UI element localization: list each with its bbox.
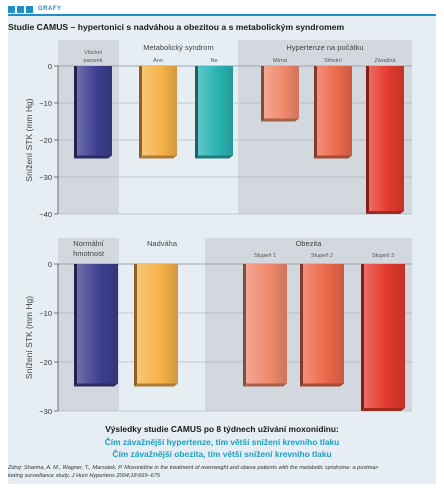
category-label: pacienti <box>84 58 103 64</box>
category-label: Všichni <box>84 50 102 56</box>
bar-bottom <box>195 155 233 159</box>
y-tick-label: −10 <box>39 99 52 108</box>
group-label: hmotnost <box>73 249 105 258</box>
bar <box>137 264 178 384</box>
bar-bottom <box>366 211 404 214</box>
category-label: Stupeň 3 <box>372 253 394 259</box>
bar <box>369 66 404 211</box>
bar <box>317 66 352 156</box>
bar <box>303 264 344 384</box>
source-citation: Zdroj: Sharma, A. M., Wagner, T., Marsal… <box>8 464 436 480</box>
bar-bottom <box>314 155 352 159</box>
group-label: Metabolický syndrom <box>143 43 213 52</box>
source-line-1: Zdroj: Sharma, A. M., Wagner, T., Marsal… <box>8 465 380 471</box>
group-label: Normální <box>73 239 104 248</box>
y-tick-label: −40 <box>39 210 52 219</box>
group-label: Hypertenze na počátku <box>286 43 363 52</box>
y-tick-label: 0 <box>48 260 52 269</box>
bar-bottom <box>74 383 118 387</box>
bar <box>264 66 299 119</box>
bar <box>246 264 287 384</box>
y-axis-label: Snížení STK (mm Hg) <box>24 98 34 181</box>
caption-main: Výsledky studie CAMUS po 8 týdnech užívá… <box>105 424 339 434</box>
bar-bottom <box>300 383 344 387</box>
tag-square-icon <box>26 5 33 13</box>
bar-bottom <box>361 408 405 411</box>
chart-2: 0 −10 −20 −30 Snížení STK (mm Hg) Normálníhmo… <box>24 238 412 416</box>
category-label: Ano <box>153 58 163 64</box>
section-tag: GRAFY <box>8 4 62 14</box>
bar-bottom <box>243 383 287 387</box>
bar <box>198 66 233 156</box>
y-axis-label: Snížení STK (mm Hg) <box>24 296 34 379</box>
y-tick-label: −30 <box>39 407 52 416</box>
figure-title: Studie CAMUS – hypertonici s nadváhou a … <box>8 22 345 32</box>
bar-bottom <box>261 118 299 122</box>
group-label: Obezita <box>296 239 323 248</box>
bar <box>142 66 177 156</box>
caption-obesity: Čím závažnější obezita, tím větší snížen… <box>112 449 332 459</box>
y-tick-label: 0 <box>48 62 52 71</box>
bar <box>77 264 118 384</box>
bar-bottom <box>134 383 178 387</box>
section-tag-label: GRAFY <box>38 6 62 12</box>
category-label: Střední <box>324 58 342 64</box>
y-tick-label: −20 <box>39 358 52 367</box>
tag-square-icon <box>17 5 24 13</box>
y-tick-label: −10 <box>39 309 52 318</box>
y-tick-label: −20 <box>39 136 52 145</box>
bar-bottom <box>139 155 177 159</box>
bar-bottom <box>74 155 112 159</box>
category-label: Mírná <box>273 58 288 64</box>
caption-hypertension: Čím závažnější hypertenze, tím větší sní… <box>104 437 340 447</box>
tag-square-icon <box>8 5 15 13</box>
y-tick-label: −30 <box>39 173 52 182</box>
bar <box>364 264 405 408</box>
source-line-2: keting surveillance study. J Hum Hyperte… <box>8 473 160 479</box>
category-label: Ne <box>210 58 217 64</box>
category-label: Závažná <box>374 58 396 64</box>
category-label: Stupeň 1 <box>254 253 276 259</box>
bar <box>77 66 112 156</box>
category-label: Stupeň 2 <box>311 253 333 259</box>
chart-1: 0 −10 −20 −30 −40 Snížení STK (mm Hg) Metaboli… <box>24 40 412 219</box>
group-label: Nadváha <box>147 239 178 248</box>
